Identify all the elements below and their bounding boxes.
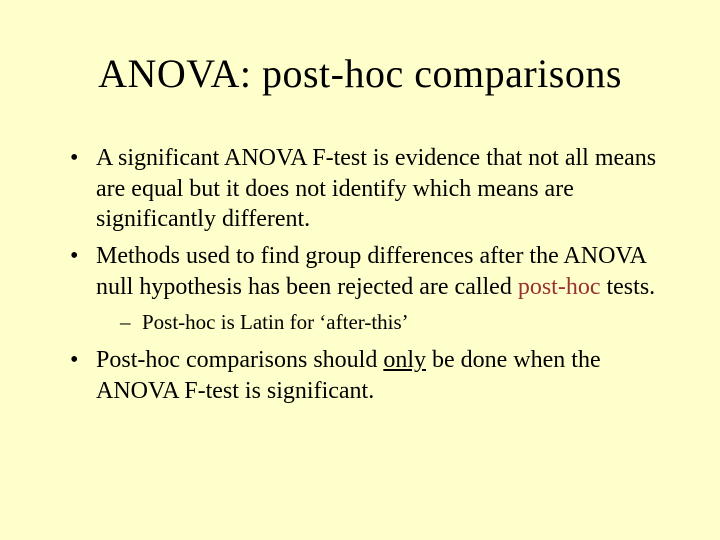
bullet-item: A significant ANOVA F-test is evidence t… — [70, 143, 664, 235]
sub-bullet-list: Post-hoc is Latin for ‘after-this’ — [96, 309, 664, 335]
bullet-text-underline: only — [383, 347, 426, 373]
bullet-text: tests. — [600, 274, 655, 300]
bullet-text: Post-hoc comparisons should — [96, 347, 383, 373]
slide: ANOVA: post-hoc comparisons A significan… — [0, 0, 720, 540]
bullet-text: A significant ANOVA F-test is evidence t… — [96, 145, 656, 232]
bullet-item: Methods used to find group differences a… — [70, 241, 664, 335]
sub-bullet-text: Post-hoc is Latin for ‘after-this’ — [142, 310, 409, 334]
sub-bullet-item: Post-hoc is Latin for ‘after-this’ — [120, 309, 664, 335]
bullet-text-accent: post-hoc — [518, 274, 601, 300]
bullet-item: Post-hoc comparisons should only be done… — [70, 345, 664, 406]
slide-title: ANOVA: post-hoc comparisons — [40, 50, 680, 97]
bullet-list: A significant ANOVA F-test is evidence t… — [40, 143, 680, 406]
